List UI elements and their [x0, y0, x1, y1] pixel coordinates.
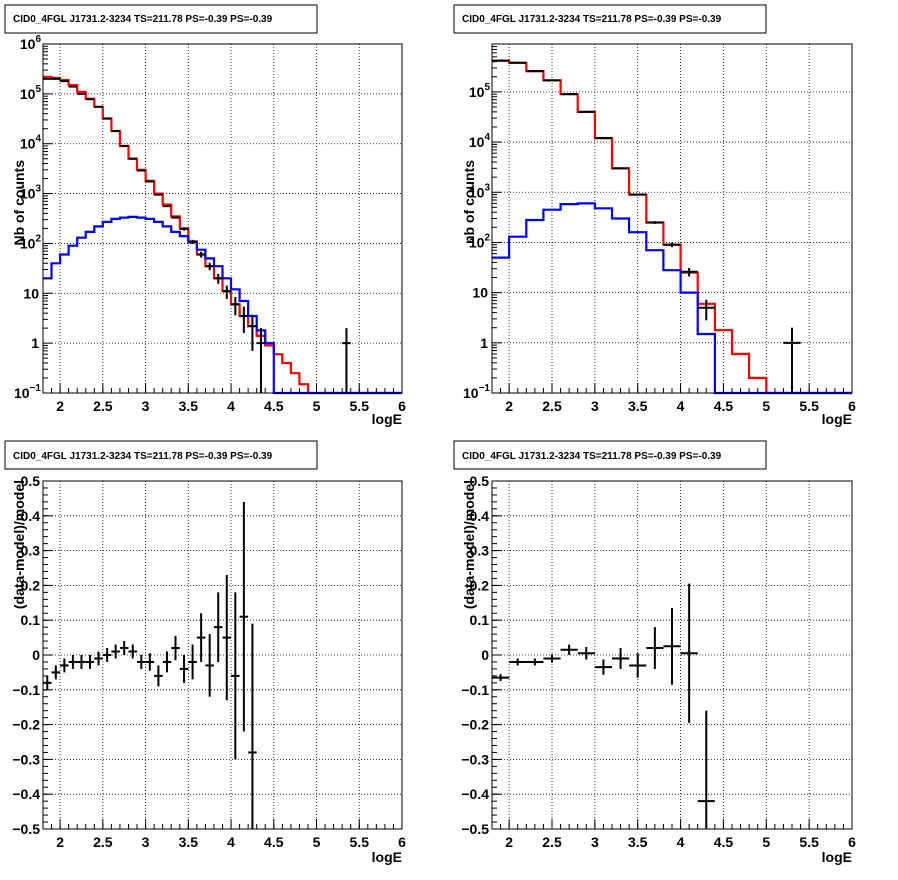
x-axis-label: logE: [372, 849, 402, 865]
x-tick-label: 2: [505, 398, 513, 414]
x-tick-label: 4.5: [714, 834, 734, 850]
y-tick-label: −0.4: [12, 786, 40, 802]
data-point: [163, 205, 172, 207]
data-point: [629, 194, 646, 195]
y-tick-label: 0.4: [21, 508, 41, 524]
y-tick-label: 0.2: [470, 577, 490, 593]
data-point: [128, 158, 137, 159]
x-tick-label: 4: [677, 834, 685, 850]
x-tick-label: 6: [848, 834, 856, 850]
y-tick-label: 1: [31, 335, 39, 351]
data-point: [612, 168, 629, 169]
x-tick-label: 3: [591, 398, 599, 414]
y-tick-label: 0.3: [21, 543, 41, 559]
x-tick-label: 3.5: [179, 834, 199, 850]
x-tick-label: 3.5: [179, 398, 199, 414]
x-tick-label: 4.5: [264, 398, 284, 414]
x-tick-label: 5.5: [350, 398, 370, 414]
x-tick-label: 5.5: [350, 834, 370, 850]
x-tick-label: 5: [313, 398, 321, 414]
y-axis-label: nb of counts: [461, 160, 477, 244]
x-tick-label: 6: [398, 398, 406, 414]
y-tick-label: −0.2: [461, 717, 489, 733]
y-tick-label: −0.1: [461, 682, 489, 698]
x-tick-label: 2.5: [542, 834, 562, 850]
x-tick-label: 6: [848, 398, 856, 414]
y-tick-label: −0.2: [12, 717, 40, 733]
y-tick-label: 0.5: [470, 473, 490, 489]
x-tick-label: 2.5: [93, 834, 113, 850]
x-tick-label: 3.5: [628, 834, 648, 850]
y-tick-label: −0.4: [461, 786, 489, 802]
x-tick-label: 3: [591, 834, 599, 850]
x-tick-label: 5.5: [799, 398, 819, 414]
x-tick-label: 4.5: [264, 834, 284, 850]
y-tick-label: 10: [472, 285, 488, 301]
x-tick-label: 5: [762, 834, 770, 850]
y-tick-label: 0: [32, 647, 40, 663]
x-tick-label: 2.5: [93, 398, 113, 414]
x-tick-label: 2: [56, 834, 64, 850]
x-tick-label: 3: [142, 398, 150, 414]
y-tick-label: 0.3: [470, 543, 490, 559]
data-point: [137, 170, 146, 171]
y-tick-label: −0.3: [461, 751, 489, 767]
y-tick-label: 10: [23, 285, 39, 301]
y-tick-label: −0.1: [12, 682, 40, 698]
x-tick-label: 3.5: [628, 398, 648, 414]
x-tick-label: 6: [398, 834, 406, 850]
x-tick-label: 4: [227, 834, 235, 850]
x-tick-label: 5: [313, 834, 321, 850]
panel-title: CID0_4FGL J1731.2-3234 TS=211.78 PS=-0.3…: [13, 451, 273, 462]
y-tick-label: −0.5: [461, 821, 489, 837]
x-axis-label: logE: [822, 849, 852, 865]
x-tick-label: 3: [142, 834, 150, 850]
data-point: [154, 194, 163, 195]
data-point: [171, 216, 180, 218]
x-tick-label: 2: [505, 834, 513, 850]
x-tick-label: 5.5: [799, 834, 819, 850]
x-tick-label: 4.5: [714, 398, 734, 414]
panel-title: CID0_4FGL J1731.2-3234 TS=211.78 PS=-0.3…: [462, 451, 722, 462]
x-tick-label: 2.5: [542, 398, 562, 414]
y-tick-label: 0: [481, 647, 489, 663]
data-point: [146, 181, 155, 182]
y-tick-label: 0.1: [21, 612, 41, 628]
y-tick-label: 0.1: [470, 612, 490, 628]
y-tick-label: 0.2: [21, 577, 41, 593]
panel-title: CID0_4FGL J1731.2-3234 TS=211.78 PS=-0.3…: [462, 14, 722, 25]
y-tick-label: −0.5: [12, 821, 40, 837]
panel-title: CID0_4FGL J1731.2-3234 TS=211.78 PS=-0.3…: [13, 14, 273, 25]
x-tick-label: 4: [227, 398, 235, 414]
y-tick-label: 0.5: [21, 473, 41, 489]
x-tick-label: 2: [56, 398, 64, 414]
y-axis-label: Nb of counts: [11, 160, 27, 246]
y-tick-label: 0.4: [470, 508, 490, 524]
x-tick-label: 4: [677, 398, 685, 414]
y-tick-label: 1: [480, 335, 488, 351]
y-tick-label: −0.3: [12, 751, 40, 767]
x-tick-label: 5: [762, 398, 770, 414]
